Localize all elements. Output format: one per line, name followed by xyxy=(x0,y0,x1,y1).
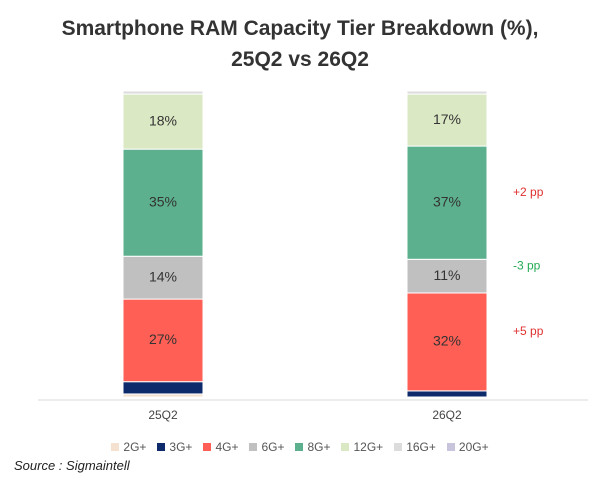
bar-25Q2-6Gplus xyxy=(122,255,204,300)
legend-label: 4G+ xyxy=(215,440,239,454)
legend-item-4Gplus: 4G+ xyxy=(203,440,238,454)
legend-swatch xyxy=(341,443,350,451)
change-annotation-4Gplus: +5 pp xyxy=(513,324,544,338)
legend-swatch xyxy=(111,443,120,451)
legend-label: 2G+ xyxy=(123,440,147,454)
legend-item-3Gplus: 3G+ xyxy=(157,440,192,454)
legend-label: 6G+ xyxy=(261,440,285,454)
data-label-26Q2-12Gplus: 17% xyxy=(433,111,461,127)
bar-25Q2-3Gplus xyxy=(122,381,204,395)
data-label-25Q2-4Gplus: 27% xyxy=(149,331,177,347)
legend: 2G+ 3G+ 4G+ 6G+ 8G+ 12G+ 16G+ 20G+ xyxy=(0,440,600,454)
data-label-26Q2-8Gplus: 37% xyxy=(433,193,461,209)
data-label-26Q2-4Gplus: 32% xyxy=(433,333,461,349)
legend-label: 20G+ xyxy=(458,440,489,454)
legend-label: 12G+ xyxy=(353,440,384,454)
category-label-25Q2: 25Q2 xyxy=(148,408,178,422)
data-label-25Q2-8Gplus: 35% xyxy=(149,193,177,209)
legend-swatch xyxy=(295,443,304,451)
change-annotation-8Gplus: +2 pp xyxy=(513,185,544,199)
category-label-26Q2: 26Q2 xyxy=(432,408,462,422)
chart-title-line-2: 25Q2 vs 26Q2 xyxy=(231,48,369,71)
bar-25Q2-16Gplus xyxy=(122,90,204,95)
legend-item-8Gplus: 8G+ xyxy=(295,440,330,454)
legend-label: 8G+ xyxy=(307,440,331,454)
bar-26Q2-16Gplus xyxy=(406,90,488,95)
legend-swatch xyxy=(249,443,258,451)
legend-swatch xyxy=(157,443,166,451)
legend-swatch xyxy=(446,443,455,451)
bar-26Q2-3Gplus xyxy=(406,390,488,398)
legend-item-16Gplus: 16G+ xyxy=(394,440,436,454)
data-label-26Q2-6Gplus: 11% xyxy=(434,267,461,283)
chart-title-line-1: Smartphone RAM Capacity Tier Breakdown (… xyxy=(61,17,539,40)
legend-item-20Gplus: 20G+ xyxy=(446,440,489,454)
change-annotation-6Gplus: -3 pp xyxy=(513,258,541,272)
legend-item-6Gplus: 6G+ xyxy=(249,440,284,454)
data-label-25Q2-6Gplus: 14% xyxy=(149,268,177,284)
bar-26Q2-8Gplus xyxy=(406,145,488,260)
legend-label: 3G+ xyxy=(169,440,193,454)
legend-swatch xyxy=(394,443,403,451)
bar-25Q2-4Gplus xyxy=(122,298,204,383)
legend-label: 16G+ xyxy=(406,440,436,454)
legend-swatch xyxy=(203,443,212,451)
source-note: Source : Sigmaintell xyxy=(14,458,130,473)
bar-26Q2-12Gplus xyxy=(406,93,488,147)
legend-item-12Gplus: 12G+ xyxy=(341,440,383,454)
stacked-bar-chart: 27% 14% 35% 18% 32% 11% 37% 17% 25Q2 26Q2 +2 pp -… xyxy=(38,90,588,422)
data-label-25Q2-12Gplus: 18% xyxy=(149,112,177,128)
legend-item-2Gplus: 2G+ xyxy=(111,440,146,454)
